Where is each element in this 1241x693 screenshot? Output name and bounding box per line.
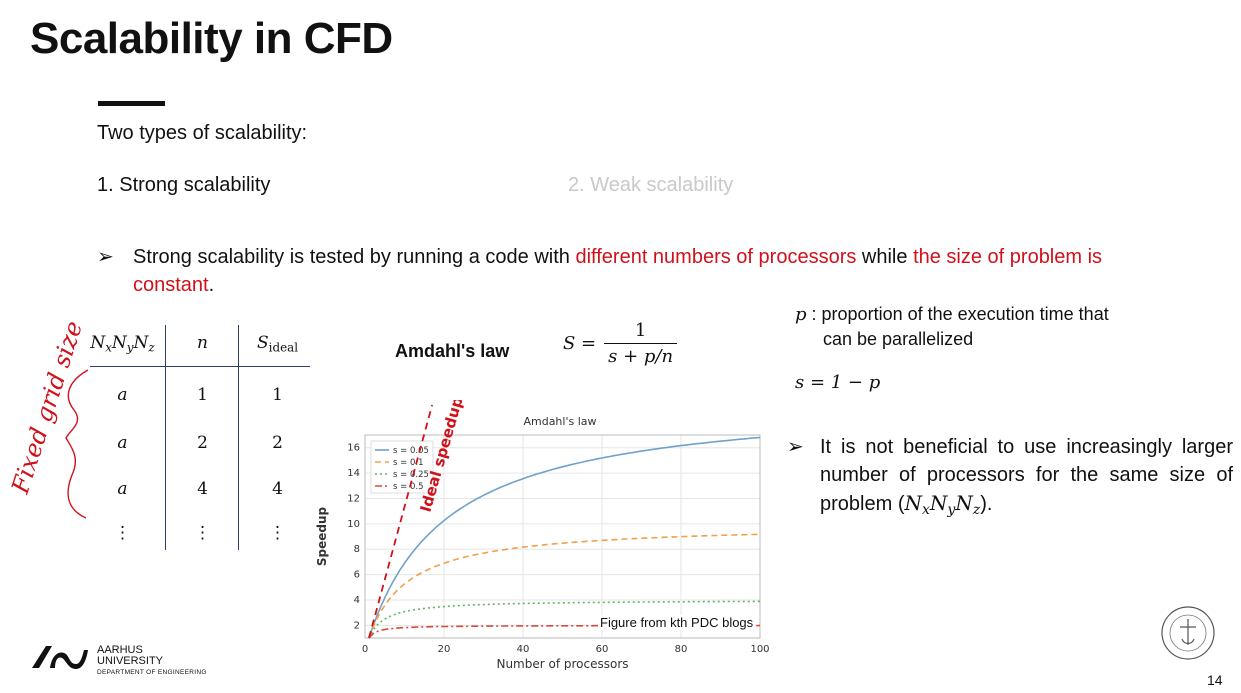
slide-title: Scalability in CFD xyxy=(30,14,393,63)
table-cell: a xyxy=(117,385,128,405)
amdahl-chart: 0 20 40 60 80 100 2 4 6 8 10 12 14 16 Amdahl's law Numb… xyxy=(315,400,770,670)
table-header-text: N xyxy=(111,333,127,353)
legend-label: s = 0.1 xyxy=(393,458,423,468)
p-definition: p : proportion of the execution time tha… xyxy=(795,302,1109,351)
bullet-arrow-icon: ➢ xyxy=(787,436,804,458)
table-header-processors: n xyxy=(197,333,208,353)
x-tick-label: 60 xyxy=(596,644,609,655)
y-tick-label: 2 xyxy=(354,620,360,631)
amdahl-law-label: Amdahl's law xyxy=(395,341,510,361)
x-axis-label: Number of processors xyxy=(496,657,628,670)
legend-box xyxy=(370,440,434,494)
formula-lhs: S = xyxy=(563,333,597,354)
series-line xyxy=(368,624,760,639)
y-tick-label: 14 xyxy=(347,468,360,479)
table-header-grid-size: NxNyNz xyxy=(85,333,160,355)
handwritten-text: Fixed grid size xyxy=(6,318,88,498)
brace-mark xyxy=(65,369,89,519)
series-line xyxy=(368,533,761,639)
y-tick-label: 12 xyxy=(347,493,360,504)
table-header-text: N xyxy=(133,333,149,353)
conclusion-math: NxNyNz xyxy=(904,491,981,519)
y-tick-label: 16 xyxy=(347,443,360,454)
formula-denominator: s + p/n xyxy=(608,346,674,367)
p-definition-line1: : proportion of the execution time that xyxy=(806,304,1109,324)
ideal-speedup-line xyxy=(368,404,434,639)
y-tick-label: 6 xyxy=(354,570,360,581)
chart-title: Amdahl's law xyxy=(523,415,596,428)
legend-label: s = 0.25 xyxy=(393,470,429,480)
figure-credit: Figure from kth PDC blogs xyxy=(598,615,756,630)
table-cell: ⋮ xyxy=(269,523,286,543)
s-equation: s = 1 − p xyxy=(795,372,881,393)
x-tick-label: 40 xyxy=(517,644,530,655)
y-tick-label: 4 xyxy=(354,595,360,606)
table-cell: 2 xyxy=(197,433,208,453)
table-cell: ⋮ xyxy=(114,523,131,543)
x-tick-label: 20 xyxy=(438,644,451,655)
bullet-text: . xyxy=(208,274,215,296)
table-cell: 2 xyxy=(272,433,283,453)
bullet-text: while xyxy=(856,246,914,268)
university-seal-icon xyxy=(1161,606,1215,660)
university-name: AARHUS UNIVERSITY DEPARTMENT OF ENGINEER… xyxy=(97,644,207,677)
x-tick-label: 80 xyxy=(675,644,688,655)
y-tick-label: 10 xyxy=(347,519,360,530)
bullet-text: Strong scalability is tested by running … xyxy=(133,246,576,268)
conclusion-bullet: ➢ It is not beneficial to use increasing… xyxy=(787,433,1233,524)
title-underline xyxy=(98,101,165,106)
x-tick-label: 0 xyxy=(362,644,368,655)
x-tick-label: 100 xyxy=(750,644,769,655)
table-header-text: N xyxy=(90,333,106,353)
table-column-rule xyxy=(165,325,166,550)
handwritten-annotation: Fixed grid size xyxy=(6,318,89,519)
table-header-sub: y xyxy=(126,340,134,355)
bullet-arrow-icon: ➢ xyxy=(97,246,114,268)
table-header-sub: z xyxy=(148,340,155,355)
strong-scalability-label: 1. Strong scalability xyxy=(97,174,271,196)
table-cell: 4 xyxy=(272,479,283,499)
legend-label: s = 0.05 xyxy=(393,446,429,456)
y-tick-label: 8 xyxy=(354,544,360,555)
plot-frame xyxy=(364,434,761,639)
amdahl-formula: S = 1 s + p/n xyxy=(563,320,678,367)
table-cell: ⋮ xyxy=(194,523,211,543)
table-header-rule xyxy=(90,366,310,367)
lead-text: Two types of scalability: xyxy=(97,122,308,144)
weak-scalability-label: 2. Weak scalability xyxy=(568,174,734,196)
aarhus-logo-icon xyxy=(32,646,88,669)
bullet-highlight: the size of problem is constant xyxy=(133,246,1103,296)
y-axis-label: Speedup xyxy=(315,506,329,566)
table-header-speedup: Sideal xyxy=(240,333,315,355)
table-cell: 1 xyxy=(197,385,208,405)
table-header-sub: ideal xyxy=(268,340,298,355)
table-cell: a xyxy=(117,433,128,453)
table-header-text: S xyxy=(257,333,269,353)
conclusion-text: It is not beneficial to use increasingly… xyxy=(820,436,1233,515)
table-cell: a xyxy=(117,479,128,499)
p-symbol: p xyxy=(795,304,807,325)
table-column-rule xyxy=(238,325,239,550)
formula-numerator: 1 xyxy=(604,320,678,344)
bullet-highlight: different numbers of processors xyxy=(575,246,857,268)
page-number: 14 xyxy=(1207,672,1223,688)
series-line xyxy=(368,436,761,639)
p-definition-line2: can be parallelized xyxy=(823,329,974,349)
table-cell: 4 xyxy=(197,479,208,499)
conclusion-close: ). xyxy=(980,493,993,515)
scaling-table: NxNyNz n Sideal a 1 1 a 2 2 a 4 4 ⋮ ⋮ ⋮ xyxy=(85,325,310,555)
series-line xyxy=(368,600,760,639)
table-header-sub: x xyxy=(105,340,112,355)
strong-scalability-bullet: ➢ Strong scalability is tested by runnin… xyxy=(97,243,1137,299)
table-cell: 1 xyxy=(272,385,283,405)
legend-label: s = 0.5 xyxy=(393,482,423,492)
